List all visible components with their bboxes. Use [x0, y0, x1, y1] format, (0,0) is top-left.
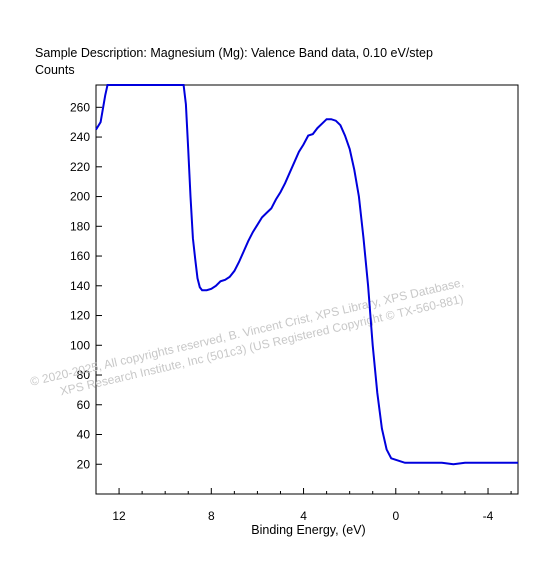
- y-tick-label: 160: [70, 249, 90, 263]
- y-tick-label: 40: [77, 428, 91, 442]
- y-tick-label: 260: [70, 100, 90, 114]
- y-tick-label: 180: [70, 219, 90, 233]
- watermark-line-1: © 2020-2025, All copyrights reserved, B.…: [29, 275, 465, 389]
- x-axis: 12 8 4 0 -4: [95, 488, 512, 523]
- x-axis-label: Binding Energy, (eV): [251, 523, 366, 537]
- x-tick-label: 12: [112, 509, 126, 523]
- chart-title: Sample Description: Magnesium (Mg): Vale…: [35, 46, 433, 60]
- x-tick-label: 8: [208, 509, 215, 523]
- y-tick-label: 220: [70, 160, 90, 174]
- watermark-line-2: XPS Research Institute, Inc (501c3) (US …: [59, 292, 465, 399]
- series-line: [95, 84, 518, 466]
- y-tick-label: 200: [70, 190, 90, 204]
- y-tick-label: 100: [70, 338, 90, 352]
- y-axis: 20 40 60 80 100 120 140 160 180 200 220 240 260: [70, 100, 102, 471]
- x-tick-label: 0: [392, 509, 399, 523]
- y-tick-label: 80: [77, 368, 91, 382]
- y-tick-label: 120: [70, 309, 90, 323]
- y-tick-label: 240: [70, 130, 90, 144]
- x-tick-label: -4: [483, 509, 494, 523]
- y-axis-label: Counts: [35, 63, 75, 77]
- y-tick-label: 60: [77, 398, 91, 412]
- x-tick-label: 4: [300, 509, 307, 523]
- y-tick-label: 140: [70, 279, 90, 293]
- watermark: © 2020-2025, All copyrights reserved, B.…: [29, 275, 465, 399]
- y-tick-label: 20: [77, 457, 91, 471]
- plot-frame: [95, 84, 519, 495]
